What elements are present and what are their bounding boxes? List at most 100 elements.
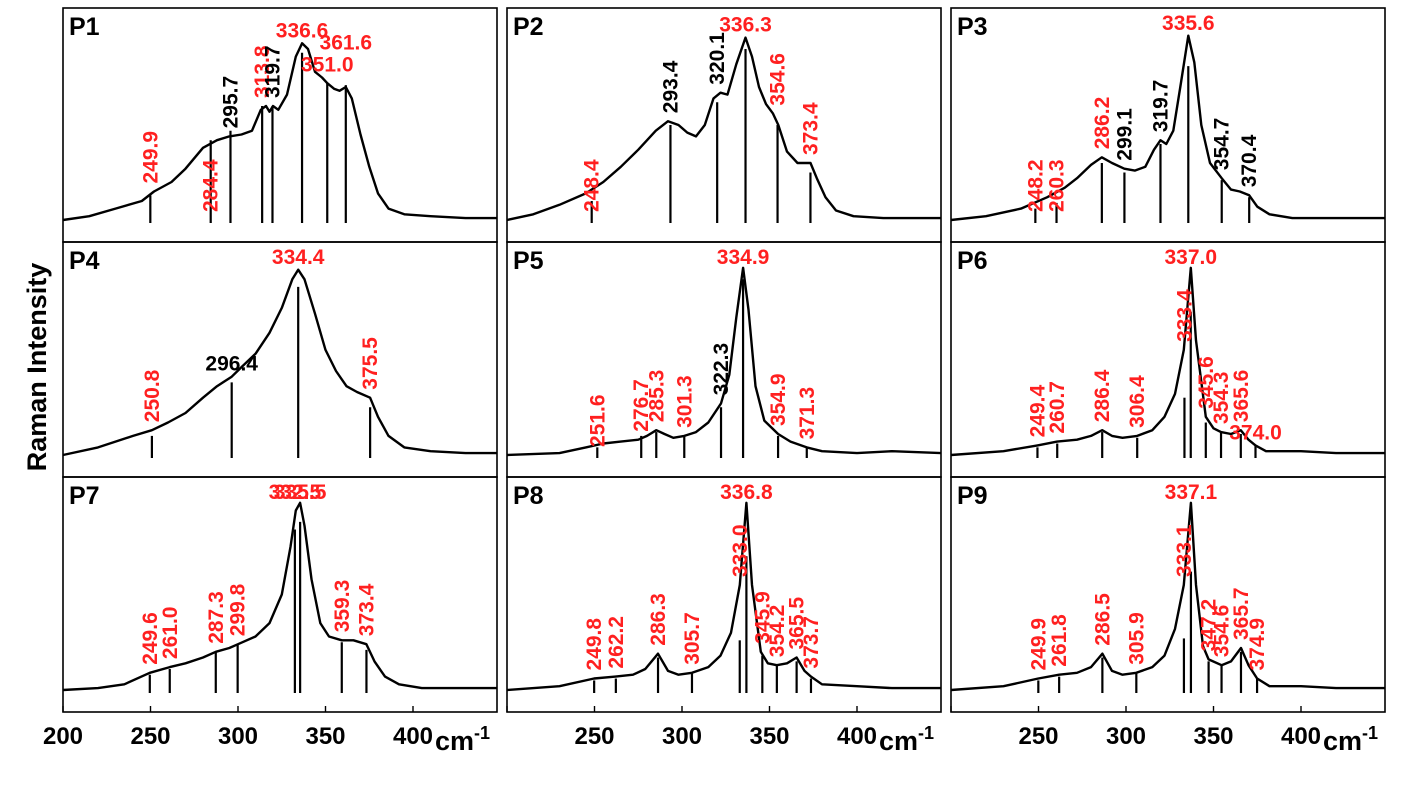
panel-p9-peak-label-286.5: 286.5 — [1091, 593, 1114, 646]
panel-p8-peak-label-333.0: 333.0 — [729, 524, 752, 577]
panel-p9-peak-label-365.7: 365.7 — [1230, 587, 1253, 640]
panel-p1-peak-label-249.9: 249.9 — [139, 131, 162, 184]
panel-p8-peak-label-305.7: 305.7 — [681, 612, 704, 665]
panel-p8-tick-label-300: 300 — [662, 723, 702, 750]
panel-p6-peak-label-249.4: 249.4 — [1027, 385, 1050, 438]
panel-p3-spectrum-line — [950, 34, 1385, 222]
panel-p9-tick-label-250: 250 — [1018, 723, 1058, 750]
panel-p1-peak-label-361.6: 361.6 — [320, 32, 373, 55]
panel-p8-peak-label-336.8: 336.8 — [720, 481, 773, 504]
panel-p3-peak-label-286.2: 286.2 — [1091, 97, 1114, 150]
panel-p3-peak-label-335.6: 335.6 — [1162, 12, 1215, 35]
panel-p2-peak-label-354.6: 354.6 — [767, 53, 790, 106]
panel-p6-peak-label-345.6: 345.6 — [1195, 356, 1218, 409]
panel-p2-peak-label-320.1: 320.1 — [706, 32, 729, 85]
panel-p9-peak-label-261.8: 261.8 — [1048, 614, 1071, 667]
panel-p2-peak-label-248.4: 248.4 — [581, 159, 604, 212]
panel-p3-peak-label-319.7: 319.7 — [1150, 80, 1173, 133]
panel-p7-peak-label-335.5: 335.5 — [274, 481, 327, 504]
panel-p2-peak-label-293.4: 293.4 — [659, 60, 682, 113]
panel-p9-title: P9 — [957, 482, 988, 510]
panel-p2-spectrum-line — [506, 36, 941, 222]
panel-p9-peak-label-337.1: 337.1 — [1165, 481, 1218, 504]
panel-p9-tick-label-300: 300 — [1106, 723, 1146, 750]
panel-p7-title: P7 — [69, 482, 100, 510]
panel-p9-peak-label-305.9: 305.9 — [1125, 612, 1148, 665]
panel-p5-peak-label-276.7: 276.7 — [630, 379, 653, 432]
panel-p4-peak-label-334.4: 334.4 — [272, 246, 325, 269]
panel-p9-x-unit: cm-1 — [1323, 723, 1378, 756]
panel-p5-peak-label-371.3: 371.3 — [796, 387, 819, 440]
panel-p7-spectrum-line — [62, 501, 497, 692]
panel-p4-title: P4 — [69, 247, 100, 275]
panel-p6-peak-label-374.0: 374.0 — [1229, 421, 1282, 444]
panel-p9-peak-label-374.9: 374.9 — [1246, 618, 1269, 671]
panel-p9-peak-label-347.2: 347.2 — [1198, 599, 1221, 652]
panel-p7-x-unit-exponent: -1 — [474, 723, 490, 743]
panel-p4-peak-label-296.4: 296.4 — [205, 353, 258, 376]
panel-p8-tick-label-250: 250 — [574, 723, 614, 750]
panel-p9-peak-label-249.9: 249.9 — [1027, 618, 1050, 671]
panels-group: P1249.9284.4295.7313.8319.7336.6351.0361… — [43, 7, 1386, 756]
panel-p1-peak-label-336.6: 336.6 — [276, 19, 329, 42]
panel-p1-peak-label-319.7: 319.7 — [262, 45, 285, 98]
panel-p8-peak-label-249.8: 249.8 — [583, 618, 606, 671]
panel-p1-title: P1 — [69, 13, 100, 41]
panel-p5-spectrum-line — [506, 266, 942, 457]
panel-p9-x-unit-exponent: -1 — [1362, 723, 1378, 743]
panel-p5-title: P5 — [513, 247, 544, 275]
panel-p7-peak-label-287.3: 287.3 — [205, 591, 228, 644]
panel-p5-peak-label-334.9: 334.9 — [717, 246, 770, 269]
panel-p4-peak-label-250.8: 250.8 — [141, 369, 164, 422]
panel-p1-peak-label-351.0: 351.0 — [301, 54, 354, 77]
panel-p7-peak-label-373.4: 373.4 — [355, 583, 378, 636]
panel-p7-tick-label-250: 250 — [130, 723, 170, 750]
panel-p6-peak-label-365.6: 365.6 — [1230, 370, 1253, 423]
panel-p7-tick-label-350: 350 — [305, 723, 345, 750]
panel-p2-peak-label-373.4: 373.4 — [800, 102, 823, 155]
panel-p9-peak-label-333.1: 333.1 — [1173, 524, 1196, 577]
panel-p4: P4 250.8 296.4 334.4 375.5 — [62, 241, 498, 478]
panel-p4-frame — [62, 241, 498, 478]
panel-p8-peak-label-365.5: 365.5 — [786, 597, 809, 650]
panel-p2-title: P2 — [513, 13, 544, 41]
panel-p7-peak-label-249.6: 249.6 — [139, 612, 162, 665]
panel-p5-peak-label-354.9: 354.9 — [767, 373, 790, 426]
panel-p6-frame — [950, 241, 1386, 478]
panel-p8-title: P8 — [513, 482, 544, 510]
panel-p8-peak-label-286.3: 286.3 — [647, 593, 670, 646]
panel-p7-peak-label-261.0: 261.0 — [159, 607, 182, 660]
y-axis-label: Raman Intensity — [22, 263, 52, 472]
panel-p3-peak-label-370.4: 370.4 — [1238, 134, 1261, 187]
panel-p8-peak-label-262.2: 262.2 — [605, 616, 628, 669]
panel-p3-peak-label-299.1: 299.1 — [1113, 108, 1136, 161]
panel-p6-peak-label-286.4: 286.4 — [1091, 369, 1114, 422]
panel-p3-peak-label-354.7: 354.7 — [1211, 118, 1234, 171]
panel-p1-spectrum-line — [62, 42, 497, 222]
panel-p8-peak-label-373.7: 373.7 — [800, 616, 823, 669]
panel-p5-peak-label-251.6: 251.6 — [586, 394, 609, 447]
panel-p6-peak-label-333.4: 333.4 — [1174, 289, 1197, 342]
panel-p7-peak-label-359.3: 359.3 — [331, 580, 354, 633]
panel-p6-peak-label-260.7: 260.7 — [1046, 381, 1069, 434]
panel-p6-peak-label-337.0: 337.0 — [1164, 246, 1217, 269]
panel-p3-peak-label-248.2: 248.2 — [1024, 159, 1047, 212]
panel-p6-peak-label-306.4: 306.4 — [1126, 375, 1149, 428]
panel-p8-tick-label-400: 400 — [837, 723, 877, 750]
panel-p2-peak-label-336.3: 336.3 — [719, 14, 772, 37]
panel-p6-title: P6 — [957, 247, 988, 275]
panel-p1-peak-label-295.7: 295.7 — [220, 76, 243, 129]
panel-p6-spectrum-line — [950, 266, 1385, 457]
panel-p8-peak-label-345.9: 345.9 — [751, 591, 774, 644]
panel-p5-peak-label-301.3: 301.3 — [673, 375, 696, 428]
panel-p1-frame — [62, 7, 498, 243]
panel-p7-tick-label-300: 300 — [218, 723, 258, 750]
panel-p8-x-unit: cm-1 — [879, 723, 934, 756]
